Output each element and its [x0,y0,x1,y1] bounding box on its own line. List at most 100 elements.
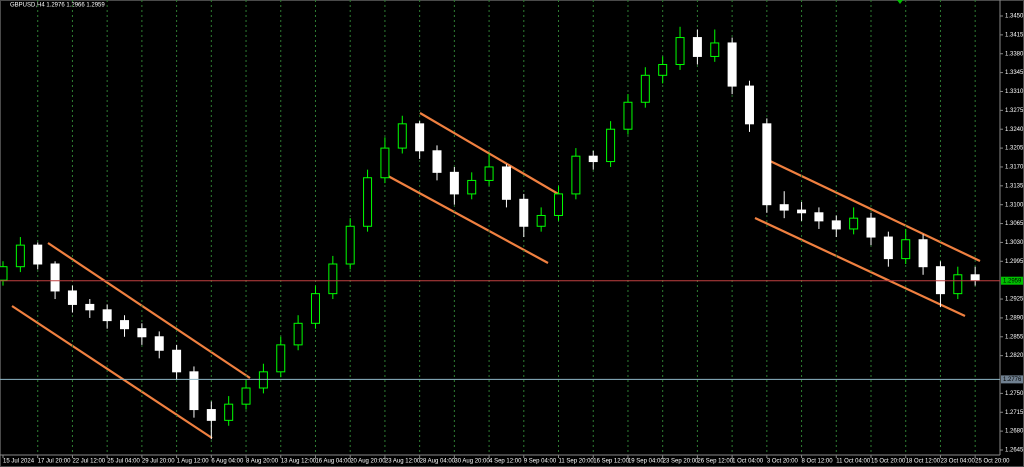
x-tick-label: 9 Sep 04:00 [524,459,557,465]
candle-body [606,128,616,163]
candle-body [276,344,286,373]
candle-body [432,150,442,173]
x-tick-label: 19 Sep 04:00 [628,459,664,465]
channel-line [47,242,251,379]
x-tick-label: 23 Aug 12:00 [385,459,421,465]
y-tick-label: 1.3450 [1005,14,1024,20]
y-tick-label: 1.3380 [1005,51,1024,57]
x-tick-label: 17 Jul 20:00 [38,459,71,465]
candle-body [970,274,980,281]
x-tick-label: 1 Oct 04:00 [732,459,764,465]
candle-body [831,220,841,230]
x-tick-label: 8 Aug 20:00 [246,459,279,465]
y-tick-label: 1.2995 [1005,259,1024,265]
x-tick-label: 25 Oct 20:00 [975,459,1010,465]
y-tick-label: 1.3415 [1005,32,1024,38]
candle-body [345,225,355,265]
y-tick-label: 1.2715 [1005,410,1024,416]
y-tick-label: 1.3240 [1005,127,1024,133]
candle-body [519,198,529,227]
candle-body [293,322,303,346]
candle-body [258,371,268,389]
x-tick-label: 23 Sep 20:00 [663,459,699,465]
y-tick-label: 1.3170 [1005,165,1024,171]
candle-body [467,179,477,195]
candle-body [640,74,650,103]
y-tick-label: 1.2750 [1005,391,1024,397]
candle-body [918,239,928,268]
channel-line [769,160,981,262]
x-tick-label: 28 Aug 04:00 [420,459,456,465]
candle-body [67,290,77,305]
x-tick-label: 8 Oct 12:00 [802,459,834,465]
y-tick-label: 1.2855 [1005,334,1024,340]
candle-body [120,320,130,330]
channel-lines [11,112,981,439]
price-label-box [1001,375,1023,384]
channel-line [11,305,213,439]
x-tick-label: 13 Aug 12:00 [281,459,317,465]
candle-body [675,37,685,66]
candle-body [779,204,789,211]
y-tick-label: 1.3030 [1005,240,1024,246]
candle-body [554,193,564,216]
x-tick-label: 1 Aug 12:00 [177,459,210,465]
channel-line [754,217,966,317]
x-tick-label: 25 Jul 04:00 [107,459,140,465]
candle-body [571,155,581,195]
candle-body [953,274,963,295]
x-tick-label: 20 Aug 20:00 [350,459,386,465]
candle-body [484,166,494,181]
x-tick-label: 26 Sep 12:00 [697,459,733,465]
x-tick-label: 22 Jul 12:00 [72,459,105,465]
y-tick-label: 1.3065 [1005,221,1024,227]
candle-body [85,303,95,311]
candle-body [189,371,199,411]
x-tick-label: 4 Sep 12:00 [489,459,522,465]
candle-body [206,409,216,421]
price-label: 1.2776 [1003,377,1022,383]
y-tick-label: 1.2890 [1005,315,1024,321]
channel-line [419,112,561,196]
candle-body [710,42,720,57]
x-tick-label: 16 Aug 04:00 [315,459,351,465]
x-tick-label: 23 Oct 04:00 [940,459,975,465]
y-tick-label: 1.3310 [1005,89,1024,95]
y-tick-label: 1.2925 [1005,297,1024,303]
candle-body [102,309,112,322]
candle-body [797,209,807,214]
x-tick-label: 6 Aug 04:00 [211,459,244,465]
candle-body [137,328,147,338]
chart-title: GBPUSD,H4 1.2976 1.2966 1.2959 [10,3,105,9]
candle-body [224,403,234,421]
candle-body [658,64,668,76]
y-tick-label: 1.3205 [1005,146,1024,152]
x-tick-label: 15 Jul 2024 [3,459,35,465]
y-tick-label: 1.3345 [1005,70,1024,76]
candle-body [380,147,390,179]
candle-body [154,336,164,351]
candle-body [310,293,320,324]
x-tick-label: 18 Oct 12:00 [906,459,941,465]
candle-body [172,349,182,373]
candle-body [241,387,251,405]
candle-body [762,123,772,206]
candle-body [397,123,407,149]
plot [0,0,980,455]
candle-body [536,214,546,227]
candle-body [50,263,60,292]
price-label: 1.2959 [1003,278,1022,284]
candle-body [866,217,876,238]
price-label-box [1001,276,1023,285]
y-tick-label: 1.2680 [1005,429,1024,435]
x-tick-label: 30 Aug 20:00 [454,459,490,465]
candle-body [849,217,859,230]
candle-body [415,123,425,152]
candle-body [328,263,338,295]
x-tick-label: 16 Sep 12:00 [593,459,629,465]
candle-body [0,266,8,281]
y-tick-label: 1.3100 [1005,202,1024,208]
x-tick-label: 29 Jul 20:00 [142,459,175,465]
candle-body [449,171,459,195]
